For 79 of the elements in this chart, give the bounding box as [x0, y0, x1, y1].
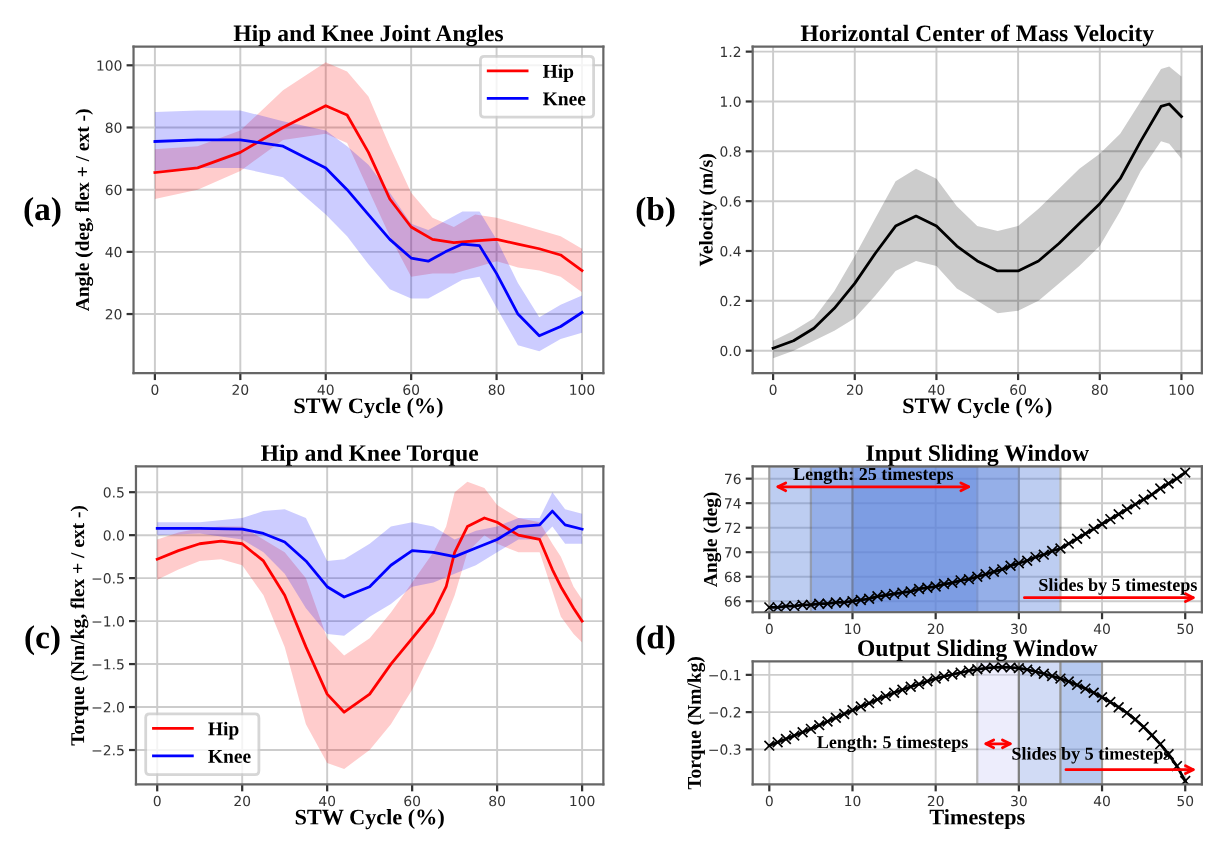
annotation: Slides by 5 timesteps: [1039, 578, 1197, 595]
point: [846, 595, 859, 607]
point: [938, 670, 950, 683]
point: [1171, 760, 1183, 772]
x-axis-title: STW Cycle (%): [903, 397, 1052, 418]
chart-title: Hip and Knee Torque: [261, 444, 479, 466]
chart-title: Horizontal Center of Mass Velocity: [800, 24, 1154, 47]
line-series: [771, 102, 1183, 350]
annotation: Slides by 5 timesteps: [1012, 747, 1170, 764]
point: [1179, 466, 1191, 479]
legend-label: Hip: [542, 64, 574, 82]
point: [1146, 729, 1158, 741]
point: [896, 684, 909, 696]
point: [979, 568, 992, 580]
point: [946, 668, 959, 681]
point: [763, 739, 776, 752]
point: [954, 574, 967, 587]
chart-title: Input Sliding Window: [866, 444, 1089, 467]
point: [921, 675, 934, 687]
point: [1121, 503, 1133, 515]
point: [1112, 701, 1125, 713]
x-axis-title: STW Cycle (%): [295, 808, 444, 830]
point: [938, 578, 950, 590]
point: [763, 601, 776, 613]
point: [929, 672, 942, 685]
point: [1004, 661, 1017, 674]
point: [871, 590, 884, 603]
line-series: [153, 104, 584, 272]
text: (a): [24, 196, 61, 228]
text: (c): [25, 625, 60, 656]
point: [1079, 682, 1092, 695]
legend-label: Knee: [208, 750, 251, 763]
point: [796, 599, 809, 611]
x-axis-title: STW Cycle (%): [294, 397, 443, 418]
point: [1179, 775, 1191, 785]
point: [821, 597, 834, 610]
point: [1054, 542, 1067, 555]
y-axis-title: Torque (Nm/kg): [687, 657, 706, 790]
point: [1029, 551, 1042, 563]
point: [954, 666, 967, 679]
x-axis-title: Timesteps: [929, 808, 1025, 830]
chart-title: Hip and Knee Joint Angles: [233, 24, 504, 47]
point: [1079, 528, 1092, 540]
text: (b): [636, 196, 675, 228]
point: [946, 577, 959, 589]
chart-title: Output Sliding Window: [858, 639, 1098, 662]
point: [1104, 513, 1117, 525]
y-axis-title: Angle (deg, flex + / ext -): [75, 109, 94, 312]
point: [1104, 696, 1117, 708]
point: [1029, 665, 1042, 678]
point: [929, 580, 942, 593]
line-series: [155, 516, 584, 714]
point: [896, 586, 909, 599]
point: [1129, 713, 1142, 726]
line-series: [153, 138, 584, 338]
legend-label: Hip: [208, 721, 239, 740]
point: [979, 662, 992, 674]
point: [771, 601, 784, 613]
point: [846, 704, 859, 716]
point: [1129, 498, 1142, 511]
point: [821, 715, 834, 728]
annotation: Length: 25 timesteps: [793, 467, 954, 484]
point: [1121, 707, 1133, 719]
point: [796, 726, 809, 738]
y-axis-title: Angle (deg): [703, 492, 722, 587]
y-axis-title: Torque (Nm/kg, flex + / ext -): [70, 505, 89, 746]
point: [1054, 672, 1067, 685]
legend-label: Knee: [542, 92, 586, 106]
point: [1112, 508, 1125, 520]
text: (d): [636, 625, 675, 656]
point: [1137, 493, 1150, 506]
line-series: [155, 509, 584, 599]
y-axis-title: Velocity (m/s): [699, 154, 717, 267]
point: [1162, 477, 1175, 490]
point: [1137, 721, 1150, 733]
annotation: Length: 5 timesteps: [817, 735, 968, 753]
point: [921, 582, 934, 594]
point: [871, 693, 884, 706]
point: [1004, 559, 1017, 572]
